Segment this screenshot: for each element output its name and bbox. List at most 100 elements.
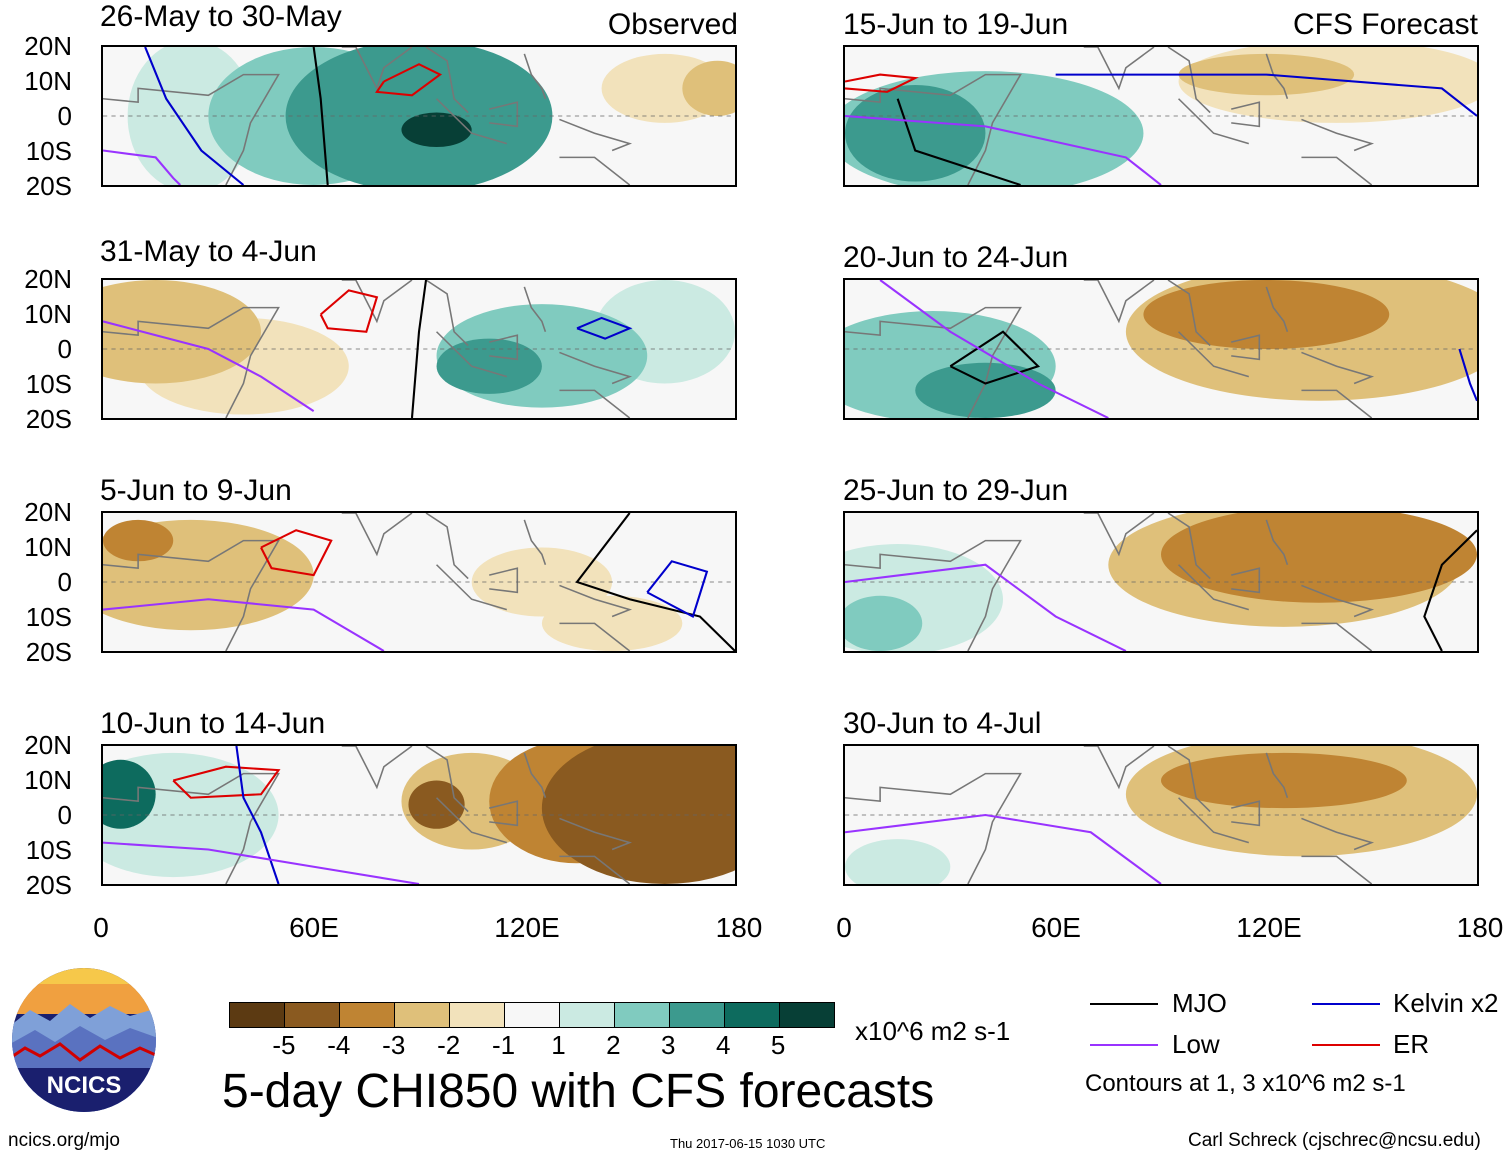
coastline [1231,101,1261,128]
panel-title: 26-May to 30-May [100,0,342,33]
anomaly-shading [845,595,923,651]
colorbar-swatch [560,1003,615,1027]
contour-low [103,841,420,884]
colorbar-swatch [615,1003,670,1027]
ncics-logo: NCICS [10,966,158,1114]
colorbar [229,1002,835,1028]
contour-er [375,63,443,97]
anomaly-shading [103,519,174,562]
anomaly-shading [436,338,542,394]
panel-title: 5-Jun to 9-Jun [100,474,292,507]
contour-mjo [575,513,735,651]
map-svg [103,513,735,651]
panel-title: 10-Jun to 14-Jun [100,707,326,740]
coastline [341,513,413,557]
coastline [1231,334,1261,361]
map-svg [103,47,735,185]
map-svg [845,513,1477,651]
legend-label-low: Low [1172,1029,1220,1059]
contour-low [103,598,385,651]
y-tick-label: 0 [57,101,72,131]
coastline [1301,855,1373,884]
panel-title: 30-Jun to 4-Jul [843,707,1042,740]
colorbar-label: 5 [770,1030,786,1060]
panel-title: 31-May to 4-Jun [100,235,317,268]
colorbar-swatch [670,1003,725,1027]
contour-er [260,529,333,577]
colorbar-label: 4 [715,1030,731,1060]
colorbar-swatch [395,1003,450,1027]
coastline [845,772,1022,884]
y-tick-label: 10S [25,602,72,632]
logo-text: NCICS [47,1072,122,1099]
contour-mjo [896,98,1021,185]
map-plot [843,278,1479,420]
contour-mjo [949,330,1041,385]
colorbar-label: -5 [272,1030,296,1060]
coastline [1167,513,1211,580]
anomaly-shading [845,839,951,884]
coastline [559,118,633,152]
x-tick-label: 0 [93,912,109,943]
x-tick-label: 180 [715,912,763,943]
y-tick-label: 10S [25,835,72,865]
coastline [103,772,280,884]
coastline [435,564,508,611]
coastline [1301,156,1373,185]
panel-title: 25-Jun to 29-Jun [843,474,1069,507]
map-plot [843,744,1479,886]
colorbar-swatch [505,1003,560,1027]
y-tick-label: 0 [57,800,72,830]
figure-title: 5-day CHI850 with CFS forecasts [222,1065,935,1118]
coastline [341,280,413,324]
panel-title: 15-Jun to 19-Jun [843,8,1069,41]
contour-mjo [1423,529,1477,651]
legend-swatch-kelvin [1312,1003,1380,1005]
colorbar-swatch [725,1003,780,1027]
coastline [1231,800,1261,827]
anomaly-shading [401,112,472,148]
legend-label-mjo: MJO [1172,988,1227,1018]
map-plot [843,45,1479,187]
map-plot [101,278,737,420]
anomaly-shading [915,362,1056,418]
coastline [435,98,508,145]
footer-url: ncics.org/mjo [8,1130,120,1151]
coastline [1083,280,1155,324]
coastline [1177,98,1250,145]
contour-kelvin [144,47,245,185]
contour-low [879,280,1109,418]
coastline [1177,564,1250,611]
coastline [1301,389,1373,418]
coastline [489,334,519,361]
x-tick-label: 120E [494,912,560,943]
colorbar-swatch [340,1003,395,1027]
anomaly-shading [1143,280,1390,349]
y-tick-label: 10N [24,299,72,329]
colorbar-label: 2 [606,1030,621,1060]
colorbar-label: -1 [491,1030,516,1060]
colorbar-label: 1 [551,1030,566,1060]
contour-kelvin [576,316,633,340]
y-tick-label: 20N [24,497,72,527]
map-svg [103,746,735,884]
coastline [523,286,547,332]
y-tick-label: 0 [57,334,72,364]
coastline [425,513,469,580]
y-tick-label: 10N [24,532,72,562]
coastline [435,797,508,844]
anomaly-shading [1161,513,1477,603]
y-tick-label: 20S [25,870,72,900]
anomaly-shading [845,84,986,182]
contour-note: Contours at 1, 3 x10^6 m2 s-1 [1085,1070,1406,1097]
coastline [1177,331,1250,378]
forecast-label: CFS Forecast [1292,8,1478,41]
contour-low [845,563,1127,651]
anomaly-shading [541,595,683,651]
anomaly-shading [541,746,735,884]
coastline [1167,47,1211,114]
coastline [559,584,633,618]
y-tick-label: 20N [24,264,72,294]
coastline [1167,280,1211,347]
colorbar-label: -3 [382,1030,406,1060]
